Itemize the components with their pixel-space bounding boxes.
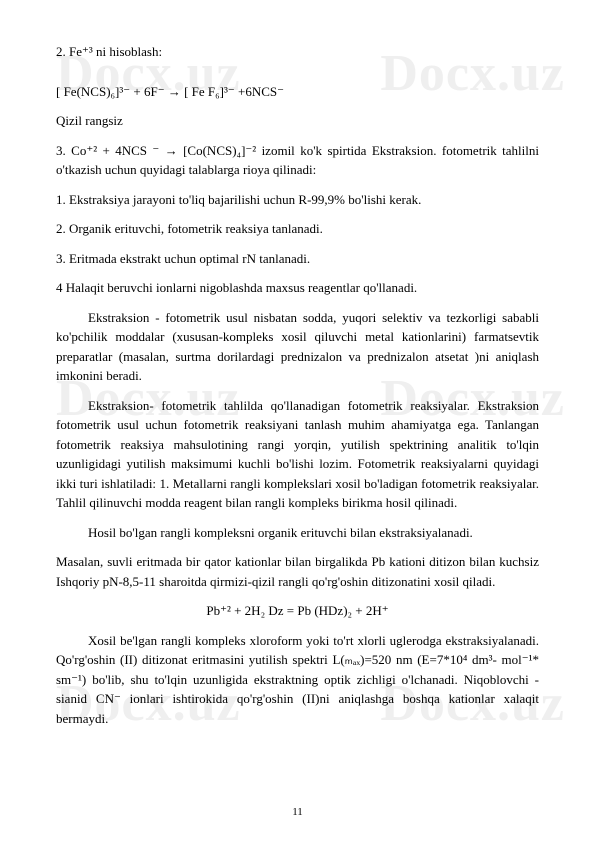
paragraph: Qizil rangsiz [56,111,539,131]
paragraph: 1. Ekstraksiya jarayoni to'liq bajarilis… [56,190,539,210]
paragraph: Hosil bo'lgan rangli kompleksni organik … [56,523,539,543]
paragraph: Ekstraksion- fotometrik tahlilda qo'llan… [56,396,539,513]
page-number: 11 [0,804,595,821]
paragraph: 2. Organik erituvchi, fotometrik reaksiy… [56,219,539,239]
document-content: 2. Fe⁺³ ni hisoblash: [ Fe(NCS)₆]³⁻ + 6F… [56,42,539,728]
paragraph: 3. Co⁺² + 4NCS ⁻ → [Co(NCS)₄]⁻² izomil k… [56,141,539,180]
paragraph: Ekstraksion - fotometrik usul nisbatan s… [56,308,539,386]
equation: Pb⁺² + 2H₂ Dz = Pb (HDz)₂ + 2H⁺ [56,601,539,621]
paragraph: Masalan, suvli eritmada bir qator kation… [56,552,539,591]
paragraph: Xosil be'lgan rangli kompleks xloroform … [56,631,539,729]
paragraph: 4 Halaqit beruvchi ionlarni nigoblashda … [56,278,539,298]
paragraph: 3. Eritmada ekstrakt uchun optimal rN ta… [56,249,539,269]
paragraph: [ Fe(NCS)₆]³⁻ + 6F⁻ → [ Fe F₆]³⁻ +6NCS⁻ [56,82,539,102]
paragraph: 2. Fe⁺³ ni hisoblash: [56,42,539,62]
